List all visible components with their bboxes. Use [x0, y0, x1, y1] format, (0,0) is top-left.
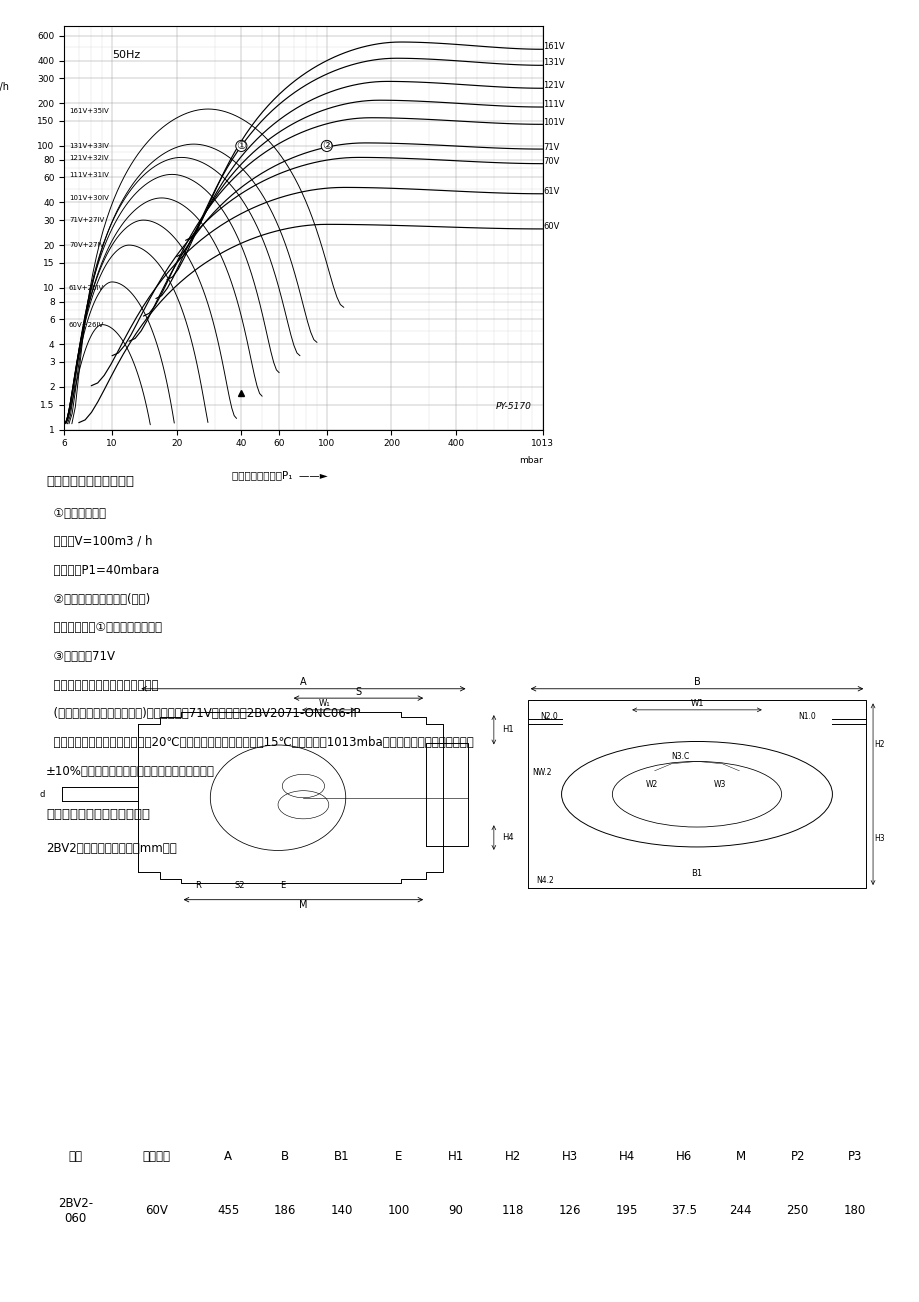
Text: 118: 118 [501, 1204, 524, 1217]
Text: 126: 126 [558, 1204, 581, 1217]
Text: 121V: 121V [542, 82, 564, 90]
Text: N3.C: N3.C [671, 753, 689, 762]
Text: ②其余参数同标准状态(见注): ②其余参数同标准状态(见注) [46, 592, 150, 605]
Text: 455: 455 [217, 1204, 239, 1217]
Text: M: M [299, 900, 307, 910]
Text: 101V+30lV: 101V+30lV [69, 195, 108, 201]
Text: 【机械真空泵】选型示例: 【机械真空泵】选型示例 [46, 475, 134, 488]
Text: B: B [693, 677, 699, 687]
Text: H3: H3 [874, 835, 884, 844]
Text: 61V: 61V [542, 186, 559, 195]
Text: B1: B1 [334, 1150, 349, 1163]
Text: 根据曲线编号查出相应的产品型号: 根据曲线编号查出相应的产品型号 [46, 678, 158, 691]
Text: 2BV2-
060: 2BV2- 060 [58, 1197, 93, 1225]
Text: ①: ① [236, 141, 246, 151]
Text: 61V+26lV: 61V+26lV [69, 285, 104, 290]
Text: 161V: 161V [542, 42, 564, 51]
Text: 131V+33lV: 131V+33lV [69, 143, 108, 148]
Text: A: A [224, 1150, 232, 1163]
Text: 50Hz: 50Hz [112, 51, 141, 60]
Text: 71V: 71V [542, 143, 559, 152]
Text: mbar: mbar [518, 456, 542, 465]
Text: (即定货号，但仅限于标准型)如本例中可从71V查得泵型为2BV2071-ONC06-IP: (即定货号，但仅限于标准型)如本例中可从71V查得泵型为2BV2071-ONC0… [46, 707, 360, 720]
Text: 【机械真空泵】安装尺寸图：: 【机械真空泵】安装尺寸图： [46, 807, 150, 820]
Text: m³/h: m³/h [0, 82, 9, 91]
Text: 曲线编号: 曲线编号 [142, 1150, 170, 1163]
Text: E: E [395, 1150, 403, 1163]
Text: 60V: 60V [145, 1204, 168, 1217]
Text: B1: B1 [691, 870, 702, 879]
Text: W3: W3 [713, 780, 725, 789]
Text: 选择与设计点①最接近的一条曲线: 选择与设计点①最接近的一条曲线 [46, 621, 162, 634]
Text: A: A [300, 677, 306, 687]
Text: S: S [355, 686, 361, 697]
Text: H3: H3 [562, 1150, 577, 1163]
Text: 131V: 131V [542, 59, 564, 68]
Text: 70V: 70V [542, 156, 559, 165]
Text: H1: H1 [448, 1150, 463, 1163]
Text: 180: 180 [843, 1204, 865, 1217]
Text: 70V+27lV: 70V+27lV [69, 242, 104, 249]
Text: 吸气量V=100m3 / h: 吸气量V=100m3 / h [46, 535, 153, 548]
Text: 186: 186 [274, 1204, 296, 1217]
Text: 140: 140 [331, 1204, 353, 1217]
Text: W2: W2 [645, 780, 658, 789]
Text: H4: H4 [502, 833, 514, 842]
Text: 250: 250 [786, 1204, 808, 1217]
Text: 111V: 111V [542, 100, 564, 109]
Text: PY-5170: PY-5170 [495, 402, 531, 411]
Text: 100: 100 [388, 1204, 410, 1217]
Text: N4.2: N4.2 [536, 876, 553, 885]
Text: 60V: 60V [542, 223, 559, 230]
Text: 101V: 101V [542, 117, 564, 126]
Text: W₁: W₁ [318, 699, 330, 708]
Text: 吸气压力（绝压）P₁  ——►: 吸气压力（绝压）P₁ ——► [232, 470, 327, 480]
Text: ③本例中为71V: ③本例中为71V [46, 650, 115, 663]
Text: B: B [280, 1150, 289, 1163]
Text: ②: ② [322, 141, 332, 151]
Text: d: d [40, 790, 45, 798]
Text: H4: H4 [618, 1150, 634, 1163]
Text: 244: 244 [729, 1204, 751, 1217]
Text: P2: P2 [789, 1150, 804, 1163]
Text: E: E [279, 881, 285, 891]
Text: N1.0: N1.0 [798, 712, 815, 721]
Text: W1: W1 [689, 699, 703, 708]
Text: H6: H6 [675, 1150, 691, 1163]
Text: ①设计点参数：: ①设计点参数： [46, 506, 106, 519]
Text: P3: P3 [846, 1150, 861, 1163]
Text: NW.2: NW.2 [531, 768, 550, 777]
Text: 型号: 型号 [68, 1150, 82, 1163]
Text: S2: S2 [234, 881, 245, 891]
Text: N2.0: N2.0 [539, 712, 558, 721]
Text: ±10%。图中左侧为配用大气喷射器的性能曲线。: ±10%。图中左侧为配用大气喷射器的性能曲线。 [46, 764, 215, 777]
Text: H2: H2 [505, 1150, 520, 1163]
Text: 90: 90 [448, 1204, 463, 1217]
Text: 121V+32lV: 121V+32lV [69, 155, 108, 161]
Text: R: R [195, 881, 200, 891]
Text: 111V+31lV: 111V+31lV [69, 172, 108, 178]
Text: M: M [735, 1150, 745, 1163]
Text: 2BV2外形尺寸图（单位：mm）：: 2BV2外形尺寸图（单位：mm）： [46, 842, 176, 855]
Text: H1: H1 [502, 725, 514, 734]
Text: 71V+27lV: 71V+27lV [69, 217, 104, 223]
Text: 吸气压力P1=40mbara: 吸气压力P1=40mbara [46, 564, 159, 577]
Text: 注：该性能曲线是在吸入介质为20℃的饱和空气，工作液温度过15℃，排气压力1013mba的状态下得到的。性能允许差: 注：该性能曲线是在吸入介质为20℃的饱和空气，工作液温度过15℃，排气压力101… [46, 736, 473, 749]
Text: ↑: ↑ [0, 53, 2, 64]
Text: 161V+35lV: 161V+35lV [69, 108, 108, 115]
Text: 195: 195 [615, 1204, 638, 1217]
Text: 37.5: 37.5 [670, 1204, 696, 1217]
Text: 60V+26lV: 60V+26lV [69, 322, 104, 328]
Text: H2: H2 [874, 741, 884, 750]
